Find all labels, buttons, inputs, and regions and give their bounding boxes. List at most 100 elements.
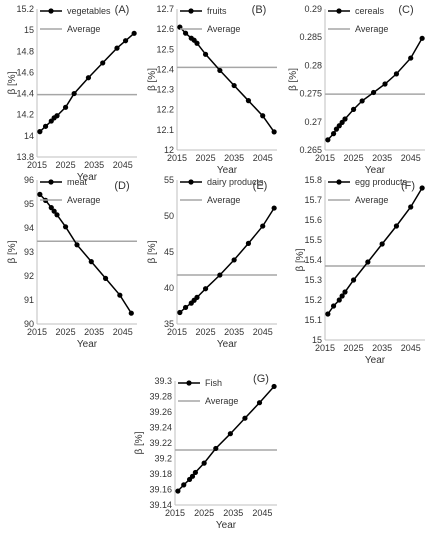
data-point	[201, 460, 207, 466]
data-point	[128, 310, 134, 316]
panel-label: (D)	[114, 180, 129, 192]
data-point	[54, 212, 60, 218]
y-tick-label: 14.2	[16, 110, 34, 120]
x-axis-title: Year	[365, 165, 386, 176]
y-tick-label: 35	[164, 319, 174, 329]
chart-panel-2: 12 12.1 12.2 12.3 12.4 12.5 12.6 12.7 2015 2025 20…	[147, 4, 277, 176]
y-tick-label: 12.4	[156, 64, 174, 74]
panel-label: (A)	[115, 4, 130, 16]
y-tick-label: 14	[24, 131, 34, 141]
series-line	[179, 207, 275, 314]
data-point	[370, 89, 377, 96]
y-tick-label: 15.2	[16, 4, 34, 14]
legend-average-label: Average	[355, 195, 388, 205]
data-point	[71, 90, 77, 97]
data-point	[189, 473, 196, 479]
y-tick-label: 39.22	[149, 438, 172, 448]
series-line	[179, 26, 275, 133]
y-axis-title: β [%]	[295, 248, 306, 271]
data-point	[88, 259, 94, 265]
y-tick-label: 39.24	[149, 423, 172, 433]
x-tick-label: 2035	[223, 508, 243, 518]
x-axis-title: Year	[216, 520, 237, 531]
x-tick-label: 2045	[253, 153, 273, 163]
y-tick-label: 50	[164, 211, 174, 221]
y-tick-label: 96	[24, 175, 34, 185]
data-point	[382, 81, 388, 87]
data-point	[325, 311, 331, 317]
x-tick-label: 2045	[253, 327, 273, 337]
data-point	[122, 38, 129, 44]
x-tick-label: 2025	[344, 153, 364, 163]
data-point	[339, 119, 345, 125]
data-point	[217, 272, 223, 278]
y-axis-title: β [%]	[147, 240, 158, 263]
data-point	[336, 123, 342, 129]
panel-label: (C)	[398, 4, 413, 16]
y-tick-label: 12.1	[156, 125, 174, 135]
y-tick-label: 14.6	[16, 67, 34, 77]
y-tick-label: 0.265	[299, 145, 322, 155]
y-axis-title: β [%]	[147, 68, 158, 91]
legend-series-label: meat	[67, 177, 88, 187]
y-tick-label: 12.6	[156, 24, 174, 34]
chart-panel-4: 90 91 92 93 94 95 96 2015 2025 2035 2045 Year β [%] (…	[7, 175, 137, 350]
data-point	[350, 277, 357, 283]
data-point	[231, 82, 237, 89]
data-point	[408, 55, 414, 61]
data-point	[51, 208, 57, 214]
y-axis-title: β [%]	[134, 431, 145, 454]
data-point	[213, 445, 219, 452]
legend-series-marker	[188, 179, 194, 185]
x-axis-title: Year	[77, 172, 98, 183]
legend-average-label: Average	[67, 24, 100, 34]
data-point	[339, 293, 345, 299]
x-axis-title: Year	[217, 165, 238, 176]
x-tick-label: 2025	[196, 327, 216, 337]
data-point	[114, 45, 120, 51]
data-point	[48, 205, 54, 211]
y-tick-label: 12.7	[156, 4, 174, 14]
data-point	[217, 67, 223, 74]
x-tick-label: 2045	[252, 508, 272, 518]
y-tick-label: 39.28	[149, 392, 172, 402]
x-tick-label: 2025	[344, 343, 364, 353]
data-point	[181, 482, 187, 488]
data-point	[42, 123, 49, 129]
y-tick-label: 13.8	[16, 152, 34, 162]
y-tick-label: 12.2	[156, 105, 174, 115]
data-point	[117, 292, 123, 298]
y-tick-label: 0.27	[304, 117, 322, 127]
x-tick-label: 2035	[224, 153, 244, 163]
y-tick-label: 95	[24, 199, 34, 209]
y-axis-title: β [%]	[7, 240, 18, 263]
y-tick-label: 15.2	[304, 295, 322, 305]
x-tick-label: 2015	[315, 343, 335, 353]
data-point	[182, 304, 189, 311]
data-point	[342, 116, 348, 122]
data-point	[100, 60, 106, 66]
data-point	[231, 257, 237, 263]
y-tick-label: 15	[24, 25, 34, 35]
panel-label: (G)	[253, 373, 269, 385]
chart-panel-5: 35 40 45 50 55 2015 2025 2035 2045 Year β [%] (E)da…	[147, 175, 277, 350]
data-point	[271, 129, 277, 135]
data-point	[271, 383, 277, 390]
data-point	[192, 469, 198, 476]
y-tick-label: 39.14	[149, 500, 172, 510]
y-tick-label: 0.275	[299, 89, 322, 99]
y-tick-label: 12.5	[156, 44, 174, 54]
y-tick-label: 45	[164, 247, 174, 257]
data-point	[54, 113, 60, 119]
y-tick-label: 90	[24, 319, 34, 329]
y-tick-label: 15.4	[304, 255, 322, 265]
data-point	[202, 286, 209, 292]
y-tick-label: 39.26	[149, 407, 172, 417]
legend-series-label: vegetables	[67, 6, 111, 16]
data-point	[325, 137, 331, 143]
y-tick-label: 40	[164, 283, 174, 293]
x-axis-title: Year	[77, 339, 98, 350]
data-point	[62, 104, 69, 110]
x-tick-label: 2015	[167, 327, 187, 337]
legend-series-label: cereals	[355, 6, 385, 16]
